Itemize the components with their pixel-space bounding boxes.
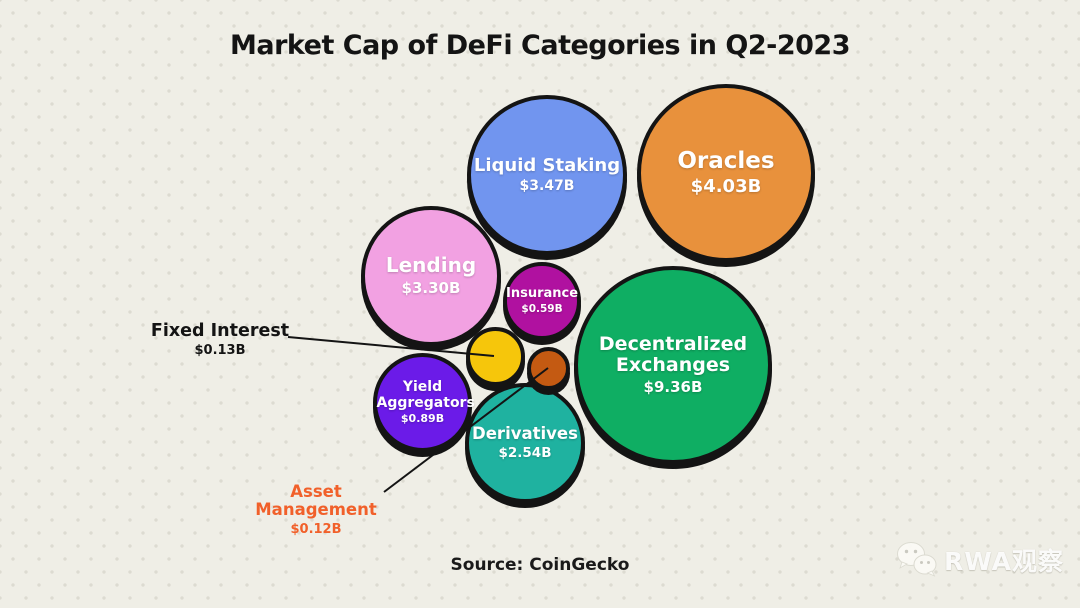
label-fixed-interest: Fixed Interest $0.13B	[140, 321, 300, 358]
source-credit: Source: CoinGecko	[450, 555, 630, 575]
wechat-icon	[896, 542, 937, 577]
leader-line-fixed-interest	[287, 336, 495, 357]
bubble-value: $9.36B	[643, 378, 703, 397]
bubble-label: Lending	[385, 252, 477, 277]
bubble-value: $2.54B	[498, 445, 552, 462]
bubble-fixed-interest	[466, 327, 525, 386]
watermark: RWA观察	[896, 541, 1064, 579]
label-fixed-interest-value: $0.13B	[194, 342, 246, 358]
bubble-label: Decentralized Exchanges	[598, 332, 748, 376]
bubble-liquid-staking: Liquid Staking $3.47B	[467, 95, 627, 255]
bubble-value: $4.03B	[690, 176, 762, 198]
bubble-insurance: Insurance $0.59B	[503, 262, 581, 340]
bubble-derivatives: Derivatives $2.54B	[465, 383, 585, 503]
bubble-value: $0.89B	[400, 411, 445, 425]
bubble-value: $3.30B	[401, 279, 461, 298]
watermark-text: RWA观察	[943, 547, 1064, 576]
bubble-value: $0.59B	[521, 302, 563, 315]
bubble-value: $3.47B	[519, 178, 575, 195]
label-asset-management-name: Asset Management	[255, 482, 377, 520]
bubble-lending: Lending $3.30B	[361, 206, 501, 346]
label-asset-management: Asset Management $0.12B	[235, 482, 397, 537]
bubble-label: Liquid Staking	[473, 154, 621, 176]
page-title: Market Cap of DeFi Categories in Q2-2023	[230, 30, 850, 61]
bubble-yield-aggregators: Yield Aggregators $0.89B	[373, 353, 475, 452]
label-fixed-interest-name: Fixed Interest	[150, 321, 290, 341]
bubble-label: Oracles	[677, 147, 775, 174]
bubble-asset-management	[527, 347, 570, 390]
bubble-label: Derivatives	[472, 423, 578, 443]
bubble-oracles: Oracles $4.03B	[637, 84, 815, 262]
bubble-label: Yield Aggregators	[376, 379, 475, 411]
bubble-decentralized-exchanges: Decentralized Exchanges $9.36B	[574, 266, 772, 464]
bubble-label: Insurance	[505, 286, 579, 302]
label-asset-management-value: $0.12B	[290, 521, 342, 537]
